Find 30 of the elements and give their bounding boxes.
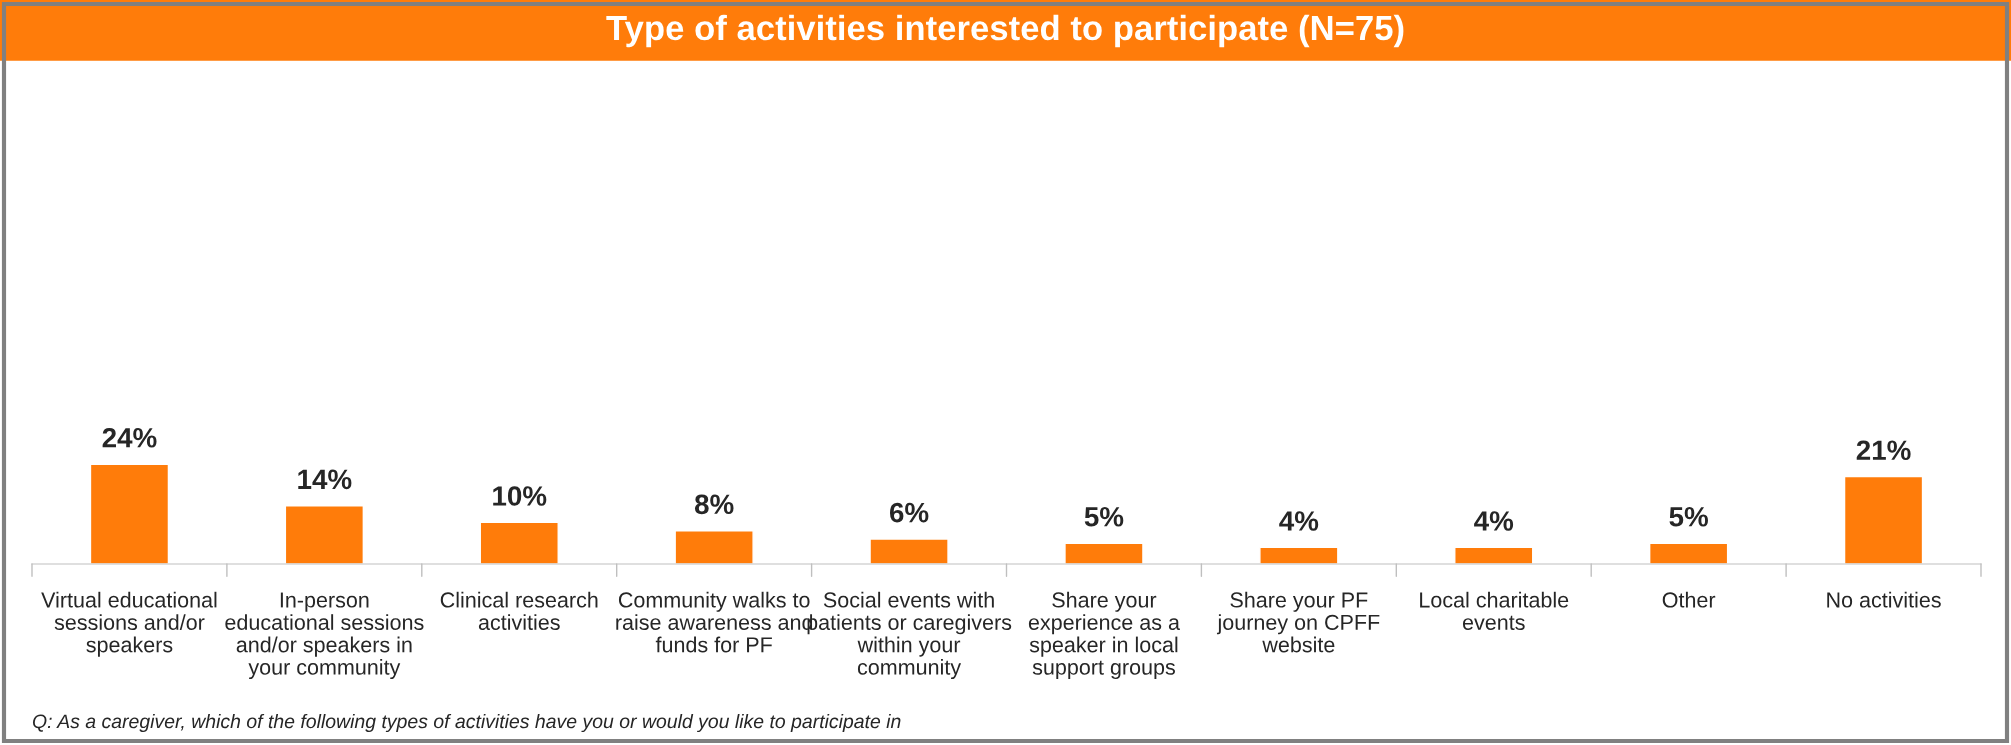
bar: [1064, 542, 1144, 564]
x-tick-label: Virtual educational sessions and/or speakers: [41, 591, 217, 657]
data-label: 10%: [493, 486, 547, 506]
bar: [1454, 546, 1534, 564]
x-tick-label: Other: [1662, 591, 1716, 608]
bar: [89, 463, 170, 564]
bar: [1843, 475, 1924, 564]
text: Q: As a caregiver, which of the following types of activities have you or would you like to participate in: [32, 713, 901, 733]
data-label: 4%: [1474, 511, 1514, 531]
x-tick-label: No activities: [1827, 591, 1941, 608]
x-tick-label: In-person educational sessions and/or speakers in your community: [225, 592, 424, 680]
data-label: 24%: [102, 427, 157, 448]
x-tick-label: Local charitable events: [1420, 591, 1569, 630]
data-label: 5%: [1669, 507, 1708, 527]
bar: [479, 521, 559, 564]
bar: [1259, 546, 1339, 564]
data-label: 14%: [298, 469, 352, 490]
bar: [674, 530, 754, 564]
data-label: 8%: [694, 494, 734, 515]
data-label: 5%: [1084, 507, 1124, 527]
x-tick-label: Share your PF journey on CPFF website: [1216, 591, 1380, 653]
x-tick-label: Share your experience as a speaker in local support groups: [1028, 591, 1180, 680]
data-label: 21%: [1856, 440, 1911, 461]
bar: [284, 505, 365, 564]
data-label: 6%: [889, 502, 929, 523]
bar: [1648, 542, 1729, 564]
bar: [869, 538, 949, 564]
chart-title: Type of activities interested to participate (N=75): [606, 14, 1404, 48]
data-label: 4%: [1279, 511, 1319, 531]
x-tick-label: Clinical research activities: [440, 591, 598, 630]
